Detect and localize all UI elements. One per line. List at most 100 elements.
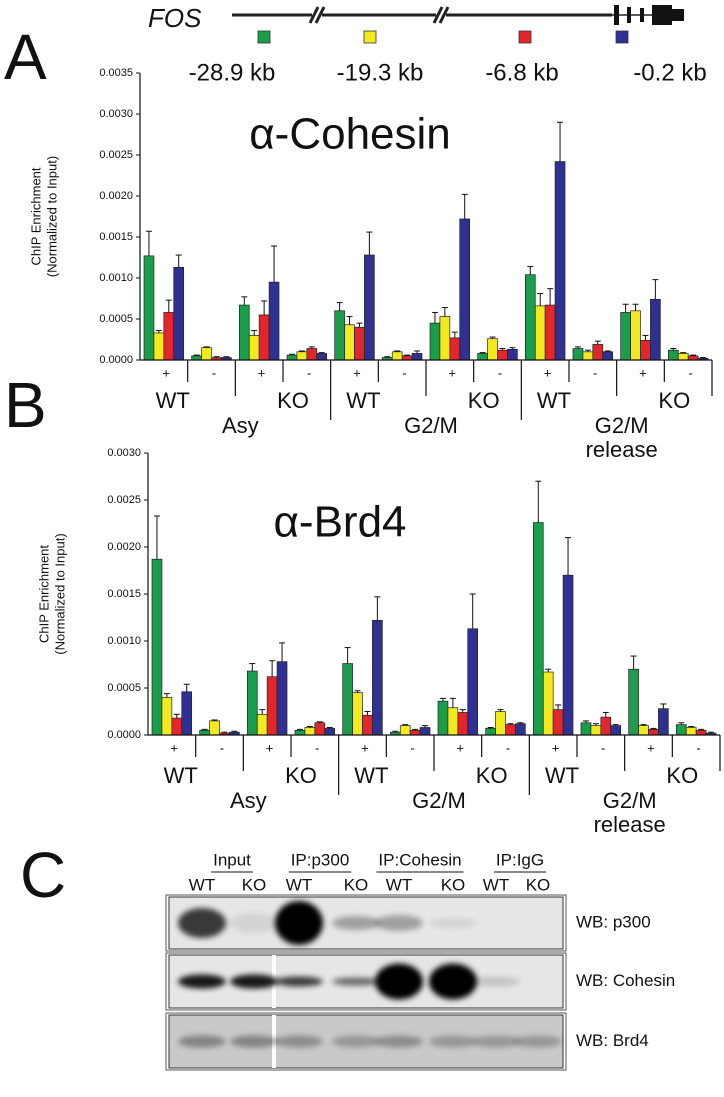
y-tick-label: 0.0000 bbox=[99, 354, 133, 366]
bar bbox=[439, 316, 451, 361]
bar bbox=[344, 324, 355, 361]
blot-band bbox=[275, 976, 323, 987]
y-tick-label: 0.0015 bbox=[107, 588, 141, 600]
bar bbox=[592, 344, 604, 361]
bar bbox=[401, 355, 413, 361]
error-bar bbox=[698, 728, 705, 731]
bar bbox=[151, 558, 163, 736]
y-tick-label: 0.0025 bbox=[99, 149, 133, 161]
blot-row-label: WB: Cohesin bbox=[576, 971, 675, 990]
blot-group-label: IP:p300 bbox=[291, 850, 350, 869]
error-bar bbox=[557, 121, 564, 162]
error-bar bbox=[203, 346, 210, 348]
x-tick-label: - bbox=[498, 365, 502, 380]
bar bbox=[314, 722, 326, 736]
error-bar bbox=[708, 731, 715, 734]
condition-label: Asy bbox=[221, 413, 259, 438]
error-bar bbox=[404, 354, 411, 356]
genotype-label: WT bbox=[537, 388, 571, 413]
bar bbox=[675, 724, 687, 736]
blot-frame bbox=[165, 952, 567, 1011]
error-bar bbox=[213, 356, 220, 358]
error-bar bbox=[269, 660, 276, 677]
bar bbox=[554, 161, 566, 361]
error-bar bbox=[612, 724, 619, 726]
y-axis-label: ChIP Enrichment bbox=[28, 167, 43, 265]
error-bar bbox=[261, 300, 268, 315]
gene-name: FOS bbox=[148, 3, 202, 33]
blot-band bbox=[178, 974, 226, 989]
error-bar bbox=[660, 703, 667, 709]
bar bbox=[640, 339, 651, 361]
legend-swatch bbox=[615, 30, 629, 44]
bar bbox=[477, 353, 488, 361]
blot-band bbox=[178, 1035, 226, 1048]
bar bbox=[485, 728, 496, 736]
bar bbox=[419, 727, 431, 736]
error-bar bbox=[449, 697, 456, 708]
bar bbox=[399, 725, 411, 736]
error-bar bbox=[700, 357, 707, 359]
error-bar bbox=[336, 302, 343, 311]
error-bar bbox=[507, 723, 514, 725]
bar bbox=[572, 348, 584, 361]
bar bbox=[628, 668, 639, 736]
bar bbox=[191, 355, 202, 361]
error-bar bbox=[354, 690, 361, 693]
x-tick-label: - bbox=[307, 365, 311, 380]
x-tick-label: - bbox=[593, 365, 597, 380]
error-bar bbox=[584, 349, 591, 352]
error-bar bbox=[384, 356, 391, 358]
y-tick-label: 0.0005 bbox=[107, 682, 141, 694]
x-tick-label: + bbox=[544, 365, 552, 380]
bar bbox=[324, 728, 336, 736]
error-bar bbox=[431, 311, 438, 324]
gene-diagram bbox=[232, 6, 660, 24]
bar bbox=[372, 619, 383, 736]
error-bar bbox=[459, 709, 466, 713]
error-bar bbox=[344, 647, 351, 664]
error-bar bbox=[547, 288, 554, 306]
bar bbox=[638, 725, 649, 736]
bar bbox=[334, 310, 345, 361]
bar bbox=[354, 326, 365, 361]
error-bar bbox=[251, 329, 258, 336]
y-tick-label: 0.0035 bbox=[99, 67, 133, 79]
bar bbox=[544, 304, 556, 361]
error-bar bbox=[183, 683, 190, 692]
bar bbox=[524, 274, 536, 361]
bar bbox=[487, 338, 498, 361]
bar bbox=[304, 727, 316, 736]
bar bbox=[552, 709, 564, 736]
blot-band bbox=[375, 1035, 423, 1048]
error-bar bbox=[211, 719, 218, 721]
error-bar bbox=[602, 711, 609, 718]
error-bar bbox=[318, 352, 325, 354]
bar bbox=[695, 729, 707, 736]
blot-band bbox=[332, 916, 380, 930]
bar bbox=[687, 355, 699, 361]
bar bbox=[532, 522, 544, 736]
error-bar bbox=[592, 723, 599, 726]
error-bar bbox=[193, 354, 200, 356]
condition-label: Asy bbox=[229, 788, 267, 813]
bar bbox=[658, 708, 669, 736]
error-bar bbox=[555, 704, 562, 710]
legend-label: -19.3 kb bbox=[337, 59, 424, 86]
bar bbox=[153, 332, 165, 361]
x-tick-label: + bbox=[448, 365, 456, 380]
x-tick-label: + bbox=[162, 365, 170, 380]
legend-swatch bbox=[518, 30, 532, 44]
error-bar bbox=[594, 340, 601, 345]
bar bbox=[352, 692, 363, 736]
blot-band bbox=[275, 1035, 323, 1048]
error-bar bbox=[680, 352, 687, 354]
blot-frame bbox=[165, 1012, 567, 1071]
legend-label: -0.2 kb bbox=[633, 59, 706, 86]
error-bar bbox=[451, 331, 458, 338]
x-tick-label: + bbox=[552, 740, 560, 755]
panel-label: A bbox=[4, 21, 47, 93]
blot-band bbox=[514, 1035, 562, 1048]
error-bar bbox=[527, 266, 534, 275]
x-tick-label: - bbox=[402, 365, 406, 380]
